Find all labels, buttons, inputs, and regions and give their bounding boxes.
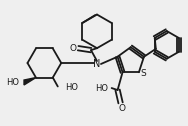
Text: N: N (93, 59, 101, 69)
Text: HO: HO (7, 78, 20, 87)
Text: HO: HO (65, 83, 78, 92)
Text: O: O (70, 44, 77, 53)
Text: HO: HO (95, 84, 108, 93)
Polygon shape (24, 78, 36, 85)
Text: O: O (118, 104, 125, 113)
Text: S: S (140, 69, 146, 78)
